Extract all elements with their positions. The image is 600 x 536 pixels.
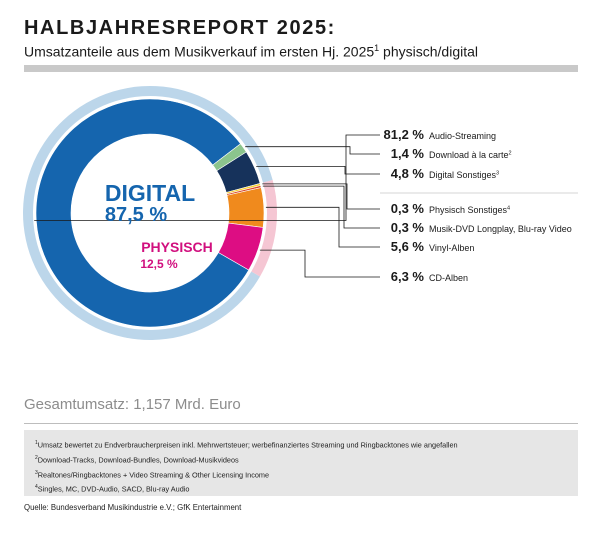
legend-value: 5,6 % [391, 239, 425, 254]
outer-ring-layer [23, 86, 278, 341]
leader-line [259, 249, 380, 278]
slice-cd-alben [218, 222, 264, 271]
leader-line [245, 146, 380, 155]
leader-line [34, 134, 380, 221]
legend-value: 0,3 % [391, 220, 425, 235]
title-divider-bar [24, 65, 578, 72]
chart-subtitle: Umsatzanteile aus dem Musikverkauf im er… [24, 43, 478, 60]
digital-group-name: DIGITAL [105, 180, 195, 206]
footnote-4: 4Singles, MC, DVD-Audio, SACD, Blu-ray A… [35, 481, 578, 496]
legend-value: 81,2 % [384, 127, 425, 142]
chart-title: HALBJAHRESREPORT 2025: [24, 17, 336, 39]
leader-line [256, 165, 380, 175]
footnote-text: Umsatz bewertet zu Endverbraucherpreisen… [37, 440, 458, 450]
legend-footnote-marker: 4 [507, 206, 510, 212]
total-revenue: Gesamtumsatz: 1,157 Mrd. Euro [24, 396, 241, 413]
footnote-text: Singles, MC, DVD-Audio, SACD, Blu-ray Au… [37, 484, 190, 494]
footnote-text: Download-Tracks, Download-Bundles, Downl… [37, 455, 239, 465]
slice-audio-streaming [35, 98, 250, 328]
legend-footnote-marker: 3 [496, 171, 499, 177]
subtitle-suffix: physisch/digital [379, 43, 478, 60]
slice-layer [35, 98, 265, 328]
source-note: Quelle: Bundesverband Musikindustrie e.V… [24, 503, 242, 512]
legend-layer: 81,2 % Audio-Streaming 1,4 % Download à la … [380, 127, 578, 284]
legend-label: Download à la carte2 [429, 150, 512, 160]
total-divider [24, 423, 578, 424]
subtitle-text: Umsatzanteile aus dem Musikverkauf im er… [24, 43, 375, 60]
digital-group-value: 87,5 % [105, 204, 167, 226]
footnote-marker: 2 [35, 454, 38, 461]
legend-value: 6,3 % [391, 269, 425, 284]
legend-label: Digital Sonstiges3 [429, 170, 499, 180]
footnote-2: 2Download-Tracks, Download-Bundles, Down… [35, 452, 578, 467]
footnote-marker: 4 [35, 484, 38, 491]
legend-label: CD-Alben [429, 273, 468, 283]
footnote-text: Realtones/Ringbacktones + Video Streamin… [37, 470, 270, 480]
footnote-1: 1Umsatz bewertet zu Endverbraucherpreise… [35, 437, 578, 452]
legend-value: 4,8 % [391, 166, 425, 181]
physisch-group-name: PHYSISCH [141, 239, 213, 255]
outer-ring-physisch [251, 180, 278, 277]
legend-label: Vinyl-Alben [429, 243, 474, 253]
footnote-marker: 1 [35, 440, 38, 446]
physisch-group-value: 12,5 % [140, 257, 178, 271]
leader-line [262, 183, 380, 210]
leader-line [265, 206, 380, 248]
footnotes-box: 1Umsatz bewertet zu Endverbraucherpreise… [24, 430, 578, 496]
legend-footnote-marker: 2 [509, 151, 512, 157]
leader-line-layer [34, 134, 380, 278]
legend-value: 1,4 % [391, 146, 425, 161]
leader-line [262, 185, 380, 229]
footnote-3: 3Realtones/Ringbacktones + Video Streami… [35, 467, 578, 482]
legend-label: Musik-DVD Longplay, Blu-ray Video [429, 224, 572, 234]
legend-value: 0,3 % [391, 201, 425, 216]
donut-chart: 81,2 % Audio-Streaming 1,4 % Download à la … [23, 86, 578, 341]
subtitle-footnote-marker: 1 [374, 43, 380, 53]
legend-label: Audio-Streaming [429, 131, 496, 141]
footnote-marker: 3 [35, 469, 38, 476]
legend-label: Physisch Sonstiges4 [429, 205, 510, 215]
